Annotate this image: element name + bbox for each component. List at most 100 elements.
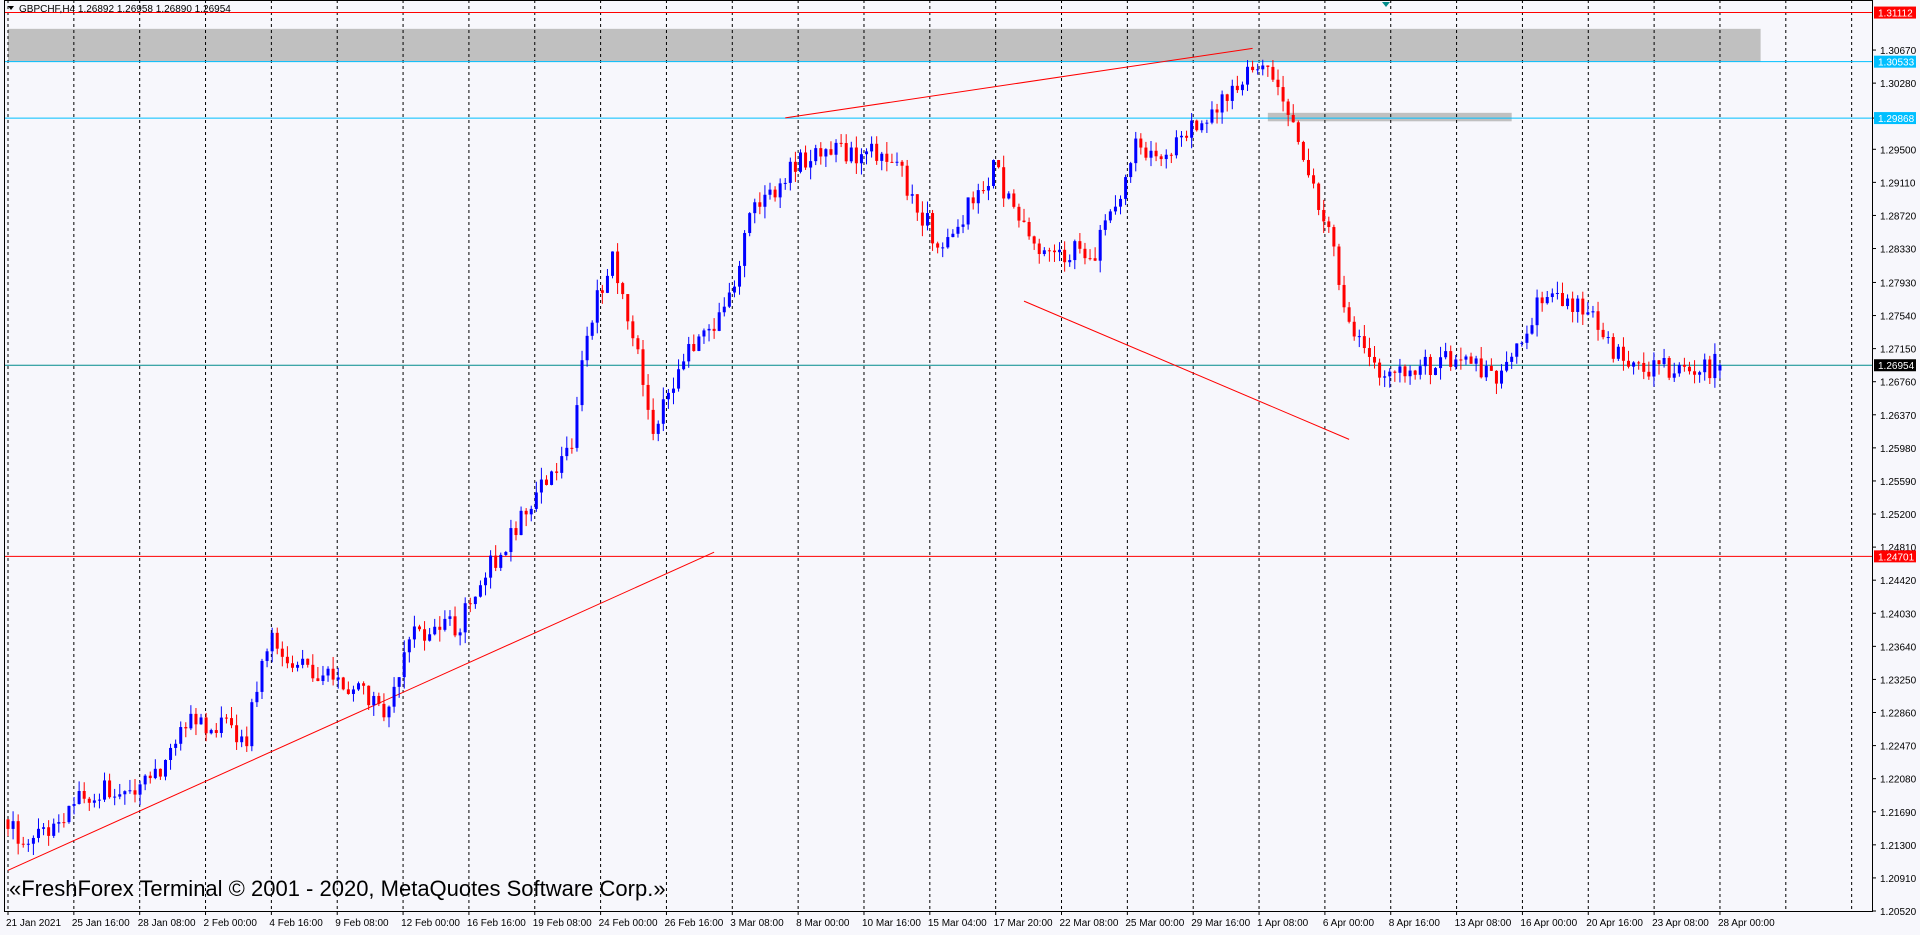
price-axis: 1.30670 1.30280 1.29868 1.29500 1.29110 1.287… <box>1872 46 1917 918</box>
plot-area <box>4 0 1872 911</box>
candle-body <box>1408 370 1412 377</box>
candle-body <box>1281 87 1285 102</box>
candle-body <box>692 343 696 351</box>
candle-body <box>885 153 889 162</box>
candle-body <box>1403 366 1407 377</box>
candle-body <box>925 213 929 226</box>
candle-body <box>199 717 203 725</box>
candle-body <box>392 686 396 707</box>
candle-body <box>534 492 538 509</box>
y-tick-label: 1.26760 <box>1880 378 1917 389</box>
candle-body <box>1444 351 1448 358</box>
candle-body <box>1119 198 1123 207</box>
candle-body <box>1113 206 1117 212</box>
candle-body <box>1433 368 1437 375</box>
candle-body <box>1367 348 1371 357</box>
candle-body <box>194 713 198 725</box>
candle-body <box>1032 236 1036 244</box>
candle-body <box>1144 147 1148 158</box>
candle-body <box>951 233 955 238</box>
candle-body <box>1647 371 1651 377</box>
x-tick-label: 1 Apr 08:00 <box>1257 918 1309 929</box>
x-tick-label: 29 Mar 16:00 <box>1191 918 1250 929</box>
x-tick-label: 6 Apr 00:00 <box>1323 918 1375 929</box>
candle-body <box>753 202 757 214</box>
candle-body <box>900 161 904 166</box>
candle-body <box>986 185 990 191</box>
candle-body <box>1703 359 1707 373</box>
candle-body <box>1306 159 1310 176</box>
trendline[interactable] <box>1023 300 1350 440</box>
x-tick-label: 16 Feb 16:00 <box>467 918 526 929</box>
candle-body <box>1545 297 1549 304</box>
x-tick-label: 8 Apr 16:00 <box>1389 918 1441 929</box>
candle-body <box>560 456 564 473</box>
dropdown-arrow-icon[interactable] <box>8 6 14 10</box>
candle-body <box>966 197 970 225</box>
y-tick-label: 1.24420 <box>1880 576 1917 587</box>
candle-body <box>773 189 777 198</box>
candle-body <box>428 634 432 641</box>
candle-body <box>509 528 513 553</box>
candle-body <box>1652 360 1656 377</box>
candle-body <box>1662 358 1666 365</box>
candle-body <box>306 658 310 665</box>
candle-body <box>1550 293 1554 298</box>
candle-body <box>1581 298 1585 315</box>
candle-body <box>265 651 269 661</box>
candle-body <box>1185 135 1189 138</box>
candle-body <box>1591 311 1595 313</box>
price-badge-label: 1.29868 <box>1878 114 1915 125</box>
trendline[interactable] <box>785 47 1253 119</box>
y-tick-label: 1.21690 <box>1880 808 1917 819</box>
candle-body <box>179 727 183 744</box>
y-tick-label: 1.25590 <box>1880 477 1917 488</box>
x-tick-label: 23 Apr 08:00 <box>1652 918 1709 929</box>
candle-body <box>1103 220 1107 230</box>
candle-body <box>57 822 61 824</box>
trendline[interactable] <box>7 551 715 871</box>
symbol-info: GBPCHF,H4 1.26892 1.26958 1.26890 1.2695… <box>19 4 231 15</box>
candle-body <box>1515 343 1519 357</box>
candle-body <box>1500 370 1504 384</box>
candle-body <box>976 190 980 204</box>
candle-body <box>143 775 147 785</box>
x-tick-label: 12 Feb 00:00 <box>401 918 460 929</box>
candle-body <box>936 243 940 248</box>
candle-body <box>1388 371 1392 377</box>
levels-layer <box>4 12 1872 557</box>
price-badge <box>1874 359 1916 372</box>
candle-body <box>738 265 742 287</box>
candle-body <box>641 349 645 385</box>
candle-body <box>326 668 330 676</box>
candle-body <box>1642 362 1646 372</box>
candle-body <box>626 294 630 322</box>
candle-body <box>946 237 950 248</box>
candle-body <box>52 823 56 836</box>
x-tick-label: 9 Feb 08:00 <box>335 918 389 929</box>
candle-body <box>1322 209 1326 222</box>
shift-marker-icon[interactable] <box>1382 2 1390 7</box>
candle-body <box>42 827 46 829</box>
candle-body <box>529 508 533 515</box>
price-badges: 1.31112 1.30533 1.29868 1.26954 1.24701 <box>1874 6 1916 563</box>
candle-body <box>605 275 609 293</box>
candle-body <box>621 283 625 295</box>
plot-border <box>4 0 1873 912</box>
candle-body <box>1505 361 1509 371</box>
candle-body <box>1296 122 1300 142</box>
candle-body <box>1616 346 1620 359</box>
candle-body <box>1439 357 1443 369</box>
candle-body <box>1246 66 1250 85</box>
candle-body <box>275 632 279 649</box>
candle-body <box>1621 346 1625 361</box>
candle-body <box>1073 241 1077 261</box>
candle-body <box>255 691 259 703</box>
candle-body <box>824 149 828 157</box>
candle-body <box>443 618 447 630</box>
candle-body <box>1469 356 1473 364</box>
candle-body <box>316 678 320 682</box>
x-tick-label: 15 Mar 04:00 <box>928 918 987 929</box>
